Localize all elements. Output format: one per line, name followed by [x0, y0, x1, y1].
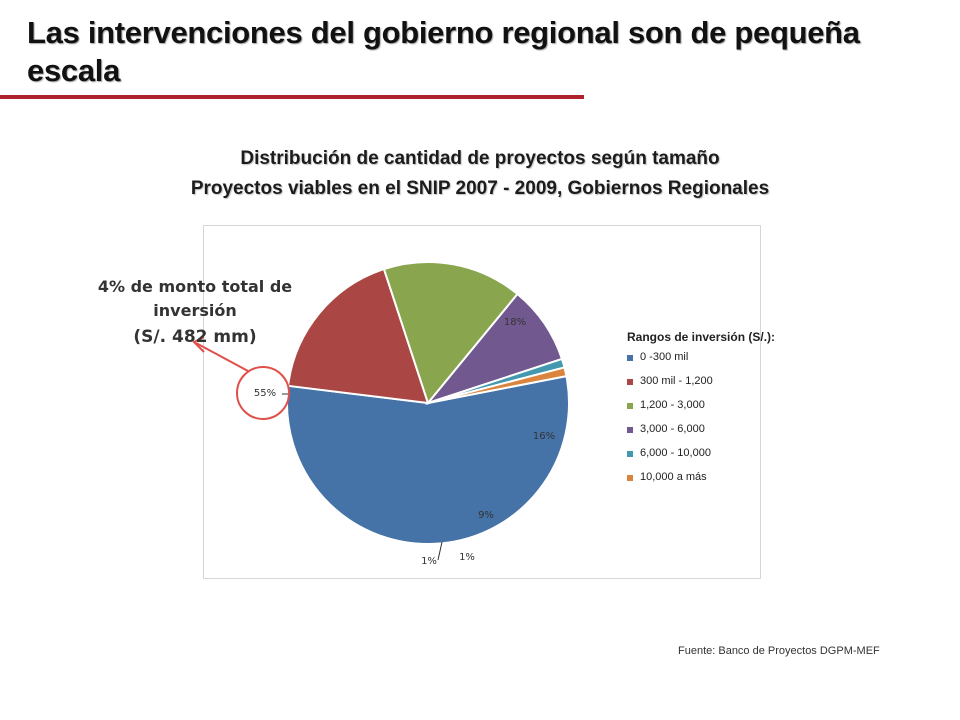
chart-title: Distribución de cantidad de proyectos se… [240, 148, 720, 169]
legend-swatch [627, 403, 633, 409]
chart-legend: Rangos de inversión (S/.): 0 -300 mil 300… [627, 330, 827, 495]
pie-slice-10-000-a-m-s [427, 366, 568, 404]
legend-label: 10,000 a más [640, 471, 707, 483]
legend-item-10-000-a-m-s: 10,000 a más [627, 471, 827, 495]
title-underline [0, 95, 584, 99]
legend-item-3-000-6-000: 3,000 - 6,000 [627, 423, 827, 447]
legend-label: 3,000 - 6,000 [640, 423, 705, 435]
annotation-arrowhead [192, 336, 205, 353]
pie-slice-1-200-3-000 [382, 261, 519, 406]
pie-slice-3-000-6-000 [425, 292, 564, 406]
label-leader-line [437, 541, 443, 561]
data-label-10-000-a-m-s: 1% [421, 556, 437, 567]
annotation-text: 4% de monto total de inversión [97, 277, 293, 320]
slide-title: Las intervenciones del gobierno regional… [27, 15, 860, 88]
legend-label: 6,000 - 10,000 [640, 447, 711, 459]
legend-item-0-300-mil: 0 -300 mil [627, 351, 827, 375]
data-label-6-000-10-000: 1% [459, 552, 475, 563]
source-note: Fuente: Banco de Proyectos DGPM-MEF [678, 645, 880, 657]
data-label-300-mil-1-200: 18% [504, 317, 526, 328]
legend-item-1-200-3-000: 1,200 - 3,000 [627, 399, 827, 423]
legend-swatch [627, 475, 633, 481]
pie-slices [286, 261, 570, 545]
pie-slice-300-mil-1-200 [286, 267, 430, 405]
legend-swatch [627, 379, 633, 385]
chart-subtitle: Proyectos viables en el SNIP 2007 - 2009… [190, 178, 770, 199]
legend-label: 0 -300 mil [640, 351, 689, 363]
investment-annotation: 4% de monto total de inversión (S/. 482 … [90, 275, 300, 349]
legend-label: 300 mil - 1,200 [640, 375, 713, 387]
annotation-marker [192, 336, 290, 420]
legend-swatch [627, 355, 633, 361]
legend-swatch [627, 427, 633, 433]
pie-data-labels: 55% 18% 16% 9% 1% 1% [254, 317, 555, 567]
annotation-amount: (S/. 482 mm) [133, 327, 257, 347]
legend-item-6-000-10-000: 6,000 - 10,000 [627, 447, 827, 471]
data-label-0-300-mil: 55% [254, 388, 276, 399]
pie-slice-0-300-mil [286, 374, 570, 545]
data-label-3-000-6-000: 9% [478, 510, 494, 521]
highlight-circle [236, 366, 290, 420]
legend-label: 1,200 - 3,000 [640, 399, 705, 411]
legend-title: Rangos de inversión (S/.): [627, 330, 776, 344]
data-label-1-200-3-000: 16% [533, 431, 555, 442]
legend-item-300-mil-1-200: 300 mil - 1,200 [627, 375, 827, 399]
legend-swatch [627, 451, 633, 457]
annotation-arrow [195, 342, 249, 372]
